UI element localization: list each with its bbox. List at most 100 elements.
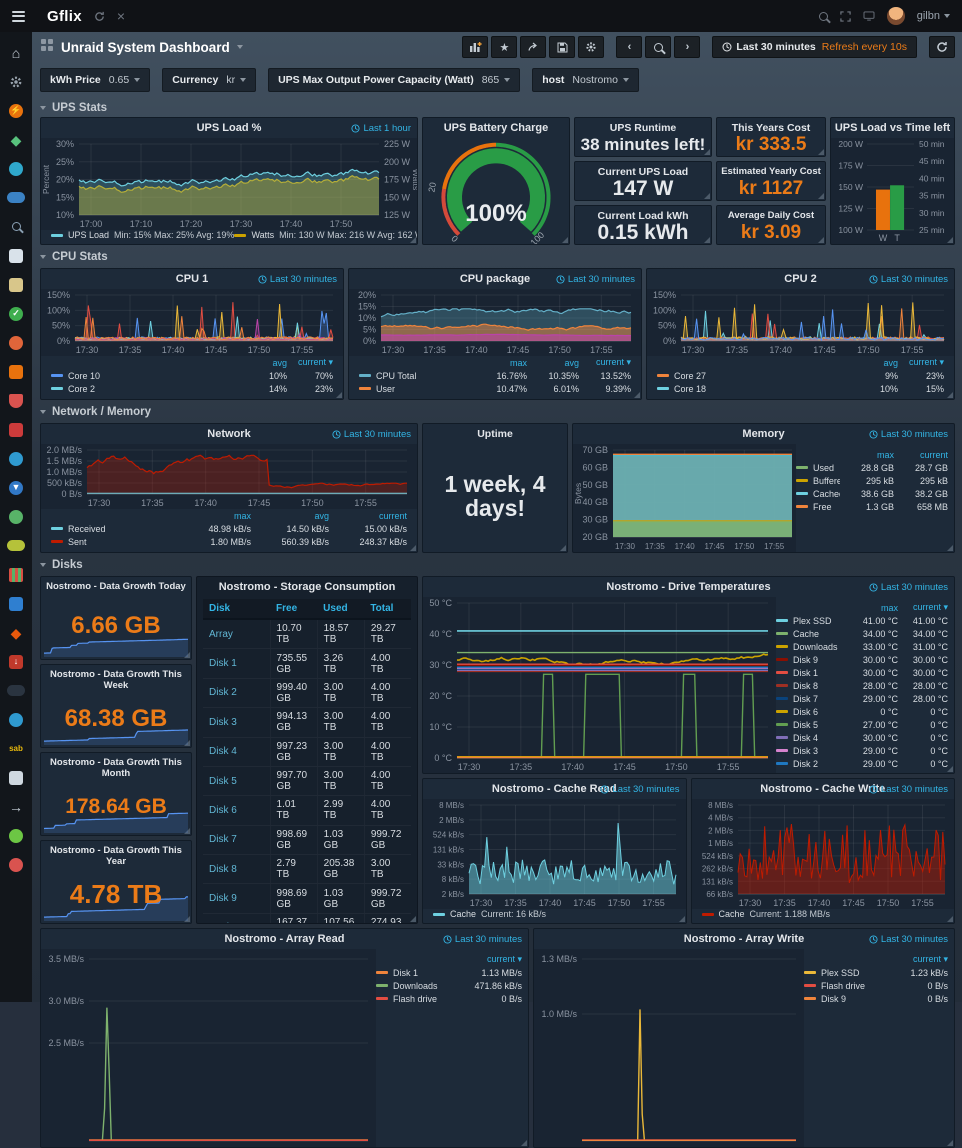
flame-plugin-icon[interactable] xyxy=(0,328,32,357)
save-button[interactable] xyxy=(549,36,576,58)
burger-plugin-icon[interactable] xyxy=(0,531,32,560)
legend-item[interactable]: Cache Current: 1.188 MB/s xyxy=(701,909,830,919)
zoom-out-button[interactable] xyxy=(645,36,672,58)
cloud-plugin-icon[interactable] xyxy=(0,183,32,212)
legend-item[interactable]: Cache 34.00 °C 34.00 °C xyxy=(776,627,948,640)
github-plugin-icon[interactable] xyxy=(0,821,32,850)
sab-plugin-icon[interactable]: sab xyxy=(9,744,23,753)
legend-item[interactable]: Downloads 33.00 °C 31.00 °C xyxy=(776,640,948,653)
legend-item[interactable]: Plex SSD 1.23 kB/s xyxy=(804,966,948,979)
panel-title[interactable]: Nostromo - Cache Write xyxy=(760,783,886,795)
legend-item[interactable]: Watts Min: 130 W Max: 216 W Avg: 162 W xyxy=(234,230,417,240)
refresh-interval-label[interactable]: Refresh every 10s xyxy=(821,41,907,53)
panel-title[interactable]: Nostromo - Storage Consumption xyxy=(218,581,396,593)
variable-value[interactable]: kr xyxy=(226,74,247,86)
panel-time-range[interactable]: Last 30 minutes xyxy=(869,274,948,285)
star-button[interactable]: ★ xyxy=(491,36,518,58)
jar-plugin-icon[interactable] xyxy=(0,270,32,299)
column-header[interactable]: Total xyxy=(364,599,411,620)
chart-plot[interactable]: 20 GB 30 GB 40 GB 50 GB 60 GB 70 GB Bytes 17:30… xyxy=(573,444,796,552)
legend-item[interactable]: Used 28.8 GB 28.7 GB xyxy=(796,461,948,474)
expand-icon[interactable] xyxy=(840,10,851,22)
legend-item[interactable]: UPS Load Min: 15% Max: 25% Avg: 19% xyxy=(51,230,234,240)
legend-item[interactable]: Disk 9 30.00 °C 30.00 °C xyxy=(776,653,948,666)
chart-plot[interactable]: 0% 50% 100% 150% 17:30 17:35 17:40 17:45 17:50 17… xyxy=(41,289,343,356)
panel-title[interactable]: UPS Runtime xyxy=(609,122,677,134)
legend-item[interactable]: Disk 7 29.00 °C 28.00 °C xyxy=(776,692,948,705)
variable-kwh-price[interactable]: kWh Price 0.65 xyxy=(40,68,151,92)
chart-plot[interactable]: 0 °C 10 °C 20 °C 30 °C 40 °C 50 °C 17:30 17:35 1… xyxy=(423,597,776,773)
legend-item[interactable]: Core 10 10% 70% xyxy=(51,369,333,382)
pixel-plugin-icon[interactable] xyxy=(0,415,32,444)
chart-plot[interactable]: 0% 50% 100% 150% 17:30 17:35 17:40 17:45 17:50 17… xyxy=(647,289,954,356)
panel-time-range[interactable]: Last 30 minutes xyxy=(600,784,680,795)
legend-item[interactable]: Downloads 471.86 kB/s xyxy=(376,979,522,992)
panel-title[interactable]: CPU 2 xyxy=(784,273,817,285)
robot-plugin-icon[interactable] xyxy=(0,241,32,270)
chart-plot[interactable]: 10% 15% 20% 25% 30% 125 W 150 W 175 W 200 W 225 W… xyxy=(41,138,417,230)
ups-plugin-icon[interactable]: ⚡ xyxy=(0,96,32,125)
chart-plot[interactable]: 2 kB/s 8 kB/s 33 kB/s 131 kB/s 524 kB/s 2 MB/… xyxy=(423,799,686,909)
variable-value[interactable]: 0.65 xyxy=(109,74,141,86)
variable-host[interactable]: host Nostromo xyxy=(532,68,639,92)
panel-time-range[interactable]: Last 30 minutes xyxy=(258,274,337,285)
legend-item[interactable]: Cache Current: 16 kB/s xyxy=(433,909,546,919)
share-button[interactable] xyxy=(520,36,547,58)
add-panel-button[interactable] xyxy=(462,36,489,58)
time-picker[interactable]: Last 30 minutes Refresh every 10s xyxy=(712,36,917,58)
chart-plot[interactable]: 66 kB/s 131 kB/s 262 kB/s 524 kB/s 1 MB/s 2 M… xyxy=(691,799,955,909)
shield-plugin-icon[interactable] xyxy=(0,386,32,415)
legend-item[interactable]: Parity0 °C0 °C xyxy=(776,770,948,774)
settings-gear-button[interactable] xyxy=(578,36,605,58)
kiosk-mode-icon[interactable] xyxy=(863,11,875,21)
panel-time-range[interactable]: Last 30 minutes xyxy=(556,274,635,285)
bank-plugin-icon[interactable] xyxy=(0,763,32,792)
column-header[interactable]: Free xyxy=(270,599,318,620)
section-ups-stats[interactable]: UPS Stats xyxy=(40,99,955,117)
legend-item[interactable]: Plex SSD 41.00 °C 41.00 °C xyxy=(776,614,948,627)
chart-plot[interactable]: 100 W 125 W 150 W 175 W 200 W 25 min 30 min 35 … xyxy=(831,138,954,244)
panel-title[interactable]: Current Load kWh xyxy=(597,210,689,222)
panel-title[interactable]: UPS Battery Charge xyxy=(443,122,549,134)
panel-title[interactable]: Network xyxy=(207,428,251,440)
lazy-plugin-icon[interactable] xyxy=(0,676,32,705)
panel-title[interactable]: Memory xyxy=(742,428,785,440)
section-cpu-stats[interactable]: CPU Stats xyxy=(40,248,955,266)
legend-item[interactable]: Received 48.98 kB/s 14.50 kB/s 15.00 kB/s xyxy=(51,522,407,535)
chart-plot[interactable]: 3.5 MB/s 3.0 MB/s 2.5 MB/s xyxy=(41,949,376,1147)
variable-currency[interactable]: Currency kr xyxy=(162,68,257,92)
target-plugin-icon[interactable] xyxy=(0,850,32,879)
panel-title[interactable]: This Years Cost xyxy=(731,122,811,134)
panel-title[interactable]: Nostromo - Array Read xyxy=(224,933,345,945)
legend-item[interactable]: Core 18 10% 15% xyxy=(657,382,944,395)
download-plugin-icon[interactable]: ↓ xyxy=(0,647,32,676)
home-icon[interactable]: ⌂ xyxy=(11,44,21,61)
panel-time-range[interactable]: Last 1 hour xyxy=(351,123,411,134)
stripes-plugin-icon[interactable] xyxy=(0,560,32,589)
legend-item[interactable]: Disk 1 30.00 °C 30.00 °C xyxy=(776,666,948,679)
variable-value[interactable]: Nostromo xyxy=(572,74,629,86)
variable-ups-max-output-power-capacity-watt-[interactable]: UPS Max Output Power Capacity (Watt) 865 xyxy=(268,68,521,92)
gear-icon[interactable] xyxy=(0,67,32,96)
search-icon[interactable] xyxy=(818,11,828,21)
legend-item[interactable]: Core 2 14% 23% xyxy=(51,382,333,395)
panel-title[interactable]: Average Daily Cost xyxy=(727,210,815,221)
time-back-button[interactable]: ‹ xyxy=(616,36,643,58)
panel-time-range[interactable]: Last 30 minutes xyxy=(869,934,948,945)
panel-title[interactable]: Nostromo - Data Growth This Year xyxy=(50,845,182,867)
brand-logo[interactable]: Gflix xyxy=(47,7,82,25)
panel-title[interactable]: Nostromo - Cache Read xyxy=(491,783,617,795)
panel-title[interactable]: CPU 1 xyxy=(175,273,209,285)
legend-item[interactable]: User 10.47% 6.01% 9.39% xyxy=(359,382,631,395)
panel-title[interactable]: Estimated Yearly Cost xyxy=(721,166,821,177)
chart-plot[interactable]: 1.3 MB/s 1.0 MB/s xyxy=(534,949,804,1147)
docker-plugin-icon[interactable] xyxy=(0,154,32,183)
legend-item[interactable]: Disk 5 27.00 °C 0 °C xyxy=(776,718,948,731)
panel-time-range[interactable]: Last 30 minutes xyxy=(869,429,948,440)
search-plugin-icon[interactable] xyxy=(0,212,32,241)
legend-item[interactable]: Disk 4 30.00 °C 0 °C xyxy=(776,731,948,744)
legend-item[interactable]: Disk 3 29.00 °C 0 °C xyxy=(776,744,948,757)
